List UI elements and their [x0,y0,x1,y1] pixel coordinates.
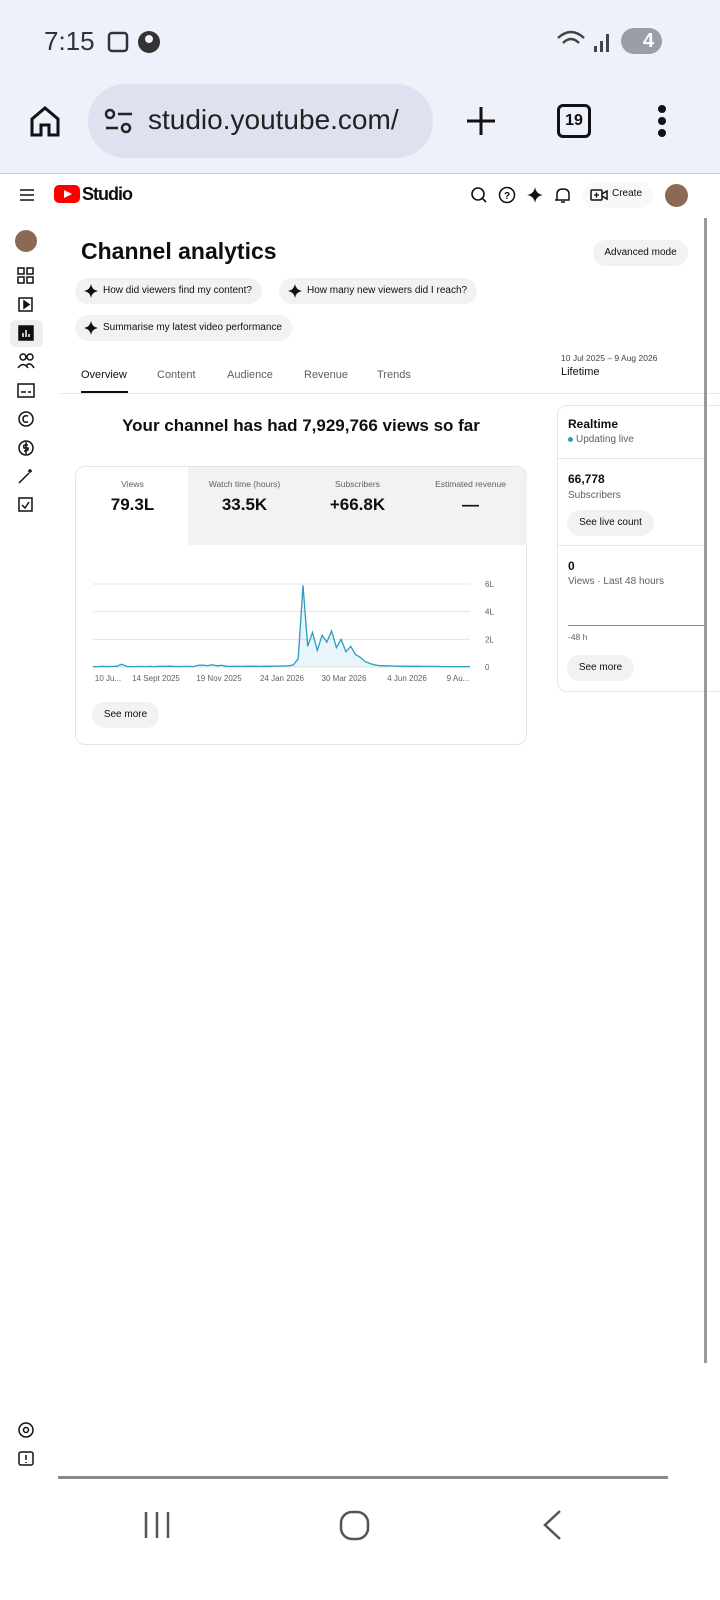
footer-nav-icons[interactable] [17,1421,35,1471]
live-dot [568,437,573,442]
scrollbar [704,218,707,1363]
avatar[interactable] [665,184,688,207]
logo-icon[interactable] [54,185,80,203]
divider [557,458,707,459]
see-live-count-button[interactable]: See live count [567,510,654,536]
hamburger[interactable] [20,188,34,202]
realtime-title: Realtime [568,417,619,431]
area [93,585,470,667]
menu-button[interactable] [652,104,672,138]
metric-value: 33.5K [221,495,268,514]
status-icons [107,31,160,53]
x-tick-label: 19 Nov 2025 [196,674,242,683]
metric-label: Subscribers [335,479,380,489]
url-bar[interactable] [88,84,433,158]
suggestion-chip[interactable]: Summarise my latest video performance [75,315,292,341]
realtime-subscribers: 66,778 [568,472,605,486]
see-more-button[interactable]: See more [92,702,159,728]
metric-label: Views [121,479,144,489]
url-text[interactable]: studio.youtube.com/ [148,104,399,135]
realtime-axis [568,625,704,626]
realtime-views-label: Views · Last 48 hours [568,576,664,587]
date-range[interactable]: 10 Jul 2025 – 9 Aug 2026 [561,353,658,363]
date-range-label[interactable]: Lifetime [561,366,600,378]
home-button[interactable] [28,104,62,138]
headline: Your channel has had 7,929,766 views so … [122,416,480,435]
page-title: Channel analytics [81,238,277,264]
divider [0,173,720,174]
metric-label: Watch time (hours) [208,479,281,489]
x-tick-label: 10 Ju... [95,674,121,683]
metric-tab[interactable]: Subscribers +66.8K [301,467,414,545]
suggestion-text[interactable]: How did viewers find my content? [103,285,252,296]
channel-avatar[interactable] [15,230,37,252]
y-tick-label: 6L [485,580,494,589]
realtime-axis-label: -48 h [568,632,588,642]
svg-text:?: ? [504,191,510,202]
new-tab-button[interactable] [464,104,498,138]
overview-card [75,466,527,745]
realtime-see-more[interactable]: See more [567,655,634,681]
tab-count[interactable]: 19 [557,104,591,138]
gesture-divider [58,1476,668,1479]
suggestion-chip[interactable]: How did viewers find my content? [75,278,262,304]
system-nav[interactable] [140,1508,580,1544]
advanced-mode-button[interactable]: Advanced mode [593,240,688,266]
realtime-views: 0 [568,559,575,573]
metric-value: — [462,495,479,514]
logo-text[interactable]: Studio [82,184,133,204]
signal-icons [557,30,609,52]
realtime-status: Updating live [576,434,634,445]
views-chart: 6L 4L 2L 0 10 Ju... 14 Sept 2025 19 Nov 2025 24… [93,580,494,683]
y-tick-label: 0 [485,663,490,672]
nav-icons[interactable] [17,267,35,517]
active-tab-underline [81,391,128,393]
suggestion-text[interactable]: Summarise my latest video performance [103,322,282,333]
tab[interactable]: Content [157,369,196,381]
x-tick-label: 4 Jun 2026 [387,674,427,683]
x-tick-label: 9 Au... [447,674,470,683]
y-tick-label: 2L [485,635,494,644]
tab[interactable]: Revenue [304,369,349,381]
line [93,585,470,668]
site-settings-icon[interactable] [104,108,134,134]
x-tick-label: 24 Jan 2026 [260,674,305,683]
battery: 4 [621,28,662,54]
metric-value: +66.8K [329,495,386,514]
tab[interactable]: Trends [377,369,411,381]
metric-label: Estimated revenue [435,479,506,489]
metric-value: 79.3L [110,495,155,514]
metric-tab[interactable]: Watch time (hours) 33.5K [188,467,301,545]
metric-tab[interactable]: Views 79.3L [76,467,189,545]
clock: 7:15 [44,26,95,56]
create-icon [590,189,608,201]
x-tick-label: 14 Sept 2025 [132,674,180,683]
realtime-card [557,405,720,692]
suggestion-text[interactable]: How many new viewers did I reach? [307,285,468,296]
y-tick-label: 4L [485,608,494,617]
tab[interactable]: Audience [227,369,273,381]
suggestion-chip[interactable]: How many new viewers did I reach? [279,278,478,304]
tabs-divider [60,393,720,394]
realtime-subscribers-label: Subscribers [568,490,621,501]
header-icons[interactable]: ? [469,186,679,206]
metric-tab[interactable]: Estimated revenue — [414,467,527,545]
tab[interactable]: Overview [81,369,127,381]
create-label[interactable]: Create [612,188,643,199]
x-tick-label: 30 Mar 2026 [322,674,367,683]
divider [557,545,707,546]
